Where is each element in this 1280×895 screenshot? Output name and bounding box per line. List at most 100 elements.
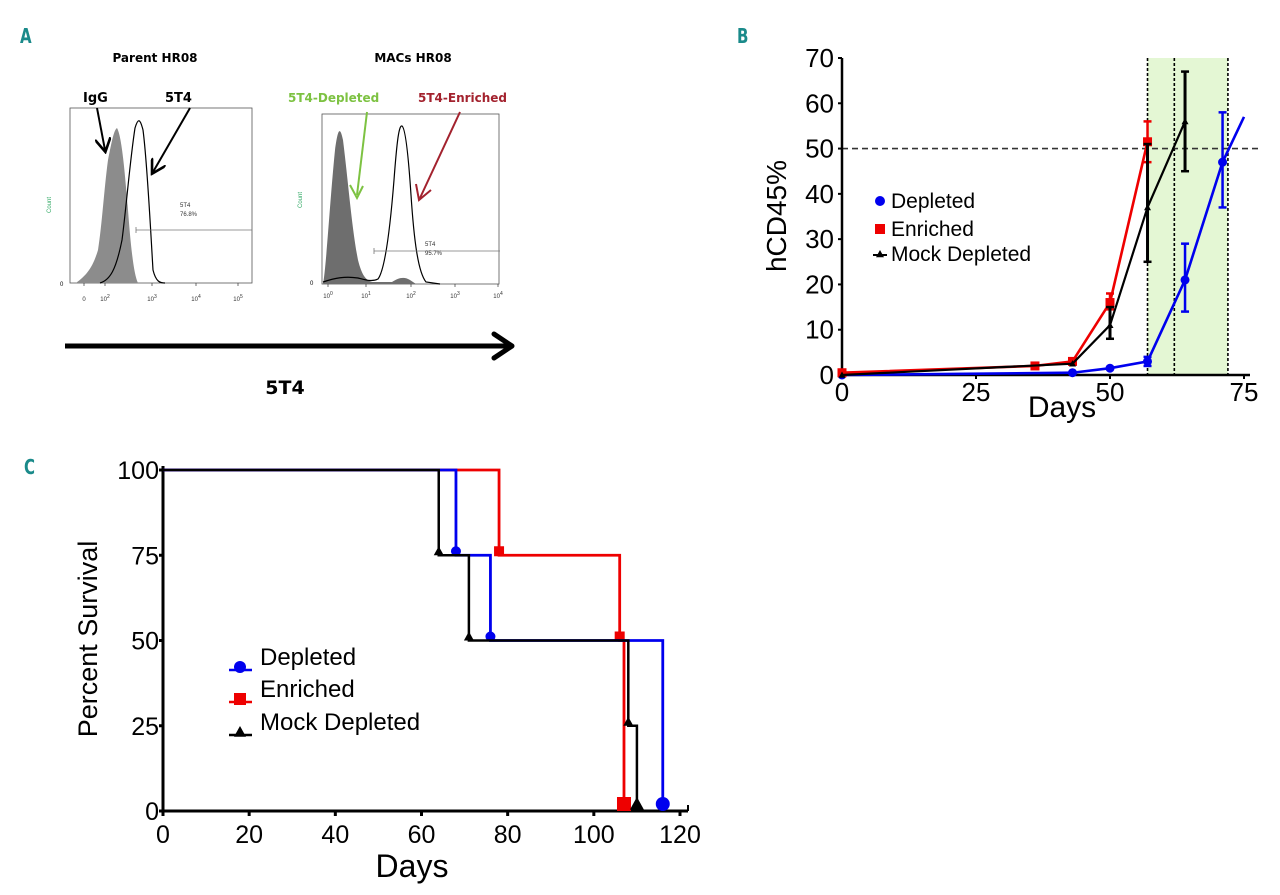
legend-label: Mock Depleted xyxy=(891,243,1031,266)
depleted-arrowhead xyxy=(349,184,364,201)
legend-label: Depleted xyxy=(260,644,356,671)
data-point xyxy=(1143,356,1153,366)
legend-label: Mock Depleted xyxy=(260,709,420,736)
x-tick-label: 0 xyxy=(82,297,86,303)
x-tick-label: 40 xyxy=(321,821,349,849)
censor-marker xyxy=(616,797,631,811)
count-label-left: Count xyxy=(47,197,53,213)
x-tick-label: 60 xyxy=(408,821,436,849)
depleted-arrow xyxy=(356,111,368,196)
x-tick-label: 100 xyxy=(573,821,615,849)
panel-c-letter: C xyxy=(24,455,36,479)
data-point xyxy=(1105,363,1115,373)
gate-right-percent: 95.7% xyxy=(425,251,443,257)
y-tick-label: 70 xyxy=(805,43,834,73)
data-point xyxy=(1218,157,1228,167)
x-axis-title: Days xyxy=(1028,391,1096,424)
enriched-arrowhead xyxy=(415,183,432,202)
depleted-histogram xyxy=(323,131,416,284)
series-mock-depleted xyxy=(838,70,1190,378)
y-tick-label: 0 xyxy=(820,360,834,390)
panel-a-letter: A xyxy=(20,24,32,48)
censor-marker xyxy=(463,631,474,641)
x-tick-label: 50 xyxy=(1096,377,1125,407)
x-tick-label: 120 xyxy=(659,821,701,849)
y-tick-label: 60 xyxy=(805,88,834,118)
survival-curve xyxy=(163,468,665,811)
igg-label: IgG xyxy=(83,91,108,106)
x-tick-label: 80 xyxy=(494,821,522,849)
enriched-histogram xyxy=(322,125,441,285)
legend-label: Depleted xyxy=(891,190,975,213)
data-point xyxy=(1068,360,1076,367)
censor-marker xyxy=(450,546,461,557)
data-point xyxy=(1144,203,1152,211)
x-tick-label: 102 xyxy=(406,291,416,300)
y-tick-label: 50 xyxy=(131,628,159,656)
series-depleted xyxy=(163,468,670,811)
y-tick-label: 25 xyxy=(131,713,159,741)
y-tick-label: 20 xyxy=(805,269,834,299)
censor-marker xyxy=(623,716,634,726)
igg-histogram xyxy=(76,128,138,283)
x-tick-label: 20 xyxy=(235,821,263,849)
x-tick-label: 101 xyxy=(361,291,371,300)
legend-label: Enriched xyxy=(891,218,974,241)
legend-marker xyxy=(876,250,884,258)
5t4-histogram xyxy=(99,120,166,284)
x-axis-title: Days xyxy=(376,848,449,884)
gate-right-label: 5T4 xyxy=(425,242,436,248)
legend-marker xyxy=(875,196,885,206)
censor-marker xyxy=(485,631,496,642)
survival-curve xyxy=(163,468,639,811)
series-mock-depleted xyxy=(163,468,644,811)
legend: Depleted Enriched Mock Depleted xyxy=(229,644,420,737)
count-label-right: Count xyxy=(298,192,304,208)
x-tick-label: 104 xyxy=(493,291,503,300)
gate-left-label: 5T4 xyxy=(180,203,191,209)
censor-marker xyxy=(614,631,625,642)
data-point xyxy=(1180,275,1190,285)
x-tick-label: 102 xyxy=(100,294,110,303)
y-tick-label: 10 xyxy=(805,315,834,345)
panel-a-right: MACs HR08 5T4 95.7% Count 0 100 101 102 103… xyxy=(288,51,507,300)
legend-marker xyxy=(234,693,246,705)
y-zero-left: 0 xyxy=(60,282,64,288)
legend-marker xyxy=(875,224,885,234)
x-tick-label: 0 xyxy=(835,377,849,407)
enriched-arrow xyxy=(419,111,461,199)
panel-b-letter: B xyxy=(737,24,749,48)
y-axis-title: hCD45% xyxy=(761,160,792,272)
x-tick-label: 105 xyxy=(233,294,243,303)
y-zero-right: 0 xyxy=(310,281,314,287)
y-tick-label: 30 xyxy=(805,224,834,254)
5t4-axis-label: 5T4 xyxy=(265,377,304,399)
y-tick-label: 0 xyxy=(145,798,159,826)
y-axis-title: Percent Survival xyxy=(73,541,103,738)
censor-marker xyxy=(629,797,644,810)
x-tick-label: 100 xyxy=(323,291,333,300)
y-tick-label: 40 xyxy=(805,179,834,209)
panel-a-left: Parent HR08 5T4 76.8% Count 0 0 102 103 104… xyxy=(47,51,253,303)
panel-c-chart: 0 25 50 75 100 0 20 40 60 80 100 120 Days Percent Sur… xyxy=(73,457,701,884)
data-point xyxy=(838,371,846,378)
enriched-annotation: 5T4-Enriched xyxy=(418,91,507,105)
depleted-annotation: 5T4-Depleted xyxy=(288,91,379,105)
shaded-region xyxy=(1147,58,1228,375)
censor-marker xyxy=(494,546,505,557)
x-tick-label: 25 xyxy=(962,377,991,407)
y-tick-label: 50 xyxy=(805,134,834,164)
5t4-axis-arrow: 5T4 xyxy=(65,331,515,399)
y-tick-label: 100 xyxy=(117,457,159,485)
panel-a-left-title: Parent HR08 xyxy=(112,51,197,65)
5t4-label: 5T4 xyxy=(165,91,192,106)
data-point xyxy=(1067,368,1077,378)
data-point xyxy=(1106,321,1114,328)
panel-a-right-title: MACs HR08 xyxy=(374,51,451,65)
legend-label: Enriched xyxy=(260,676,355,703)
x-tick-label: 75 xyxy=(1230,377,1259,407)
data-point xyxy=(1181,117,1189,125)
gate-left-percent: 76.8% xyxy=(180,212,198,218)
